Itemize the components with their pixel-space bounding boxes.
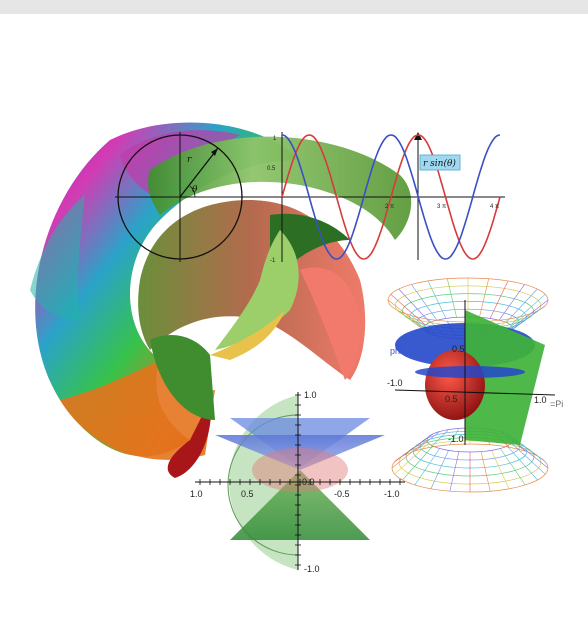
mesh-line — [430, 429, 449, 448]
top-bar — [0, 0, 588, 14]
mesh-line — [506, 445, 538, 481]
bottom-x-tick-4: -0.5 — [334, 489, 350, 499]
mesh-line — [414, 448, 440, 486]
mesh-line — [402, 433, 434, 457]
right-x-tick-left: -1.0 — [387, 378, 403, 388]
mesh-line — [402, 445, 434, 481]
mesh-line — [480, 451, 491, 492]
mesh-line — [398, 288, 431, 323]
cosine-curve — [281, 134, 501, 260]
mesh-line — [414, 431, 440, 452]
mesh-line — [510, 305, 546, 332]
theta-label: θ — [192, 185, 198, 195]
right-x-tick-right: 1.0 — [534, 395, 547, 405]
mesh-line — [479, 278, 489, 318]
mesh-line — [511, 299, 549, 329]
x-tick-2pi: 2 π — [385, 204, 394, 210]
mesh-line — [411, 284, 438, 321]
y-tick-neg1: -1 — [270, 258, 276, 264]
bottom-x-tick-1: 1.0 — [190, 489, 203, 499]
mesh-line — [427, 280, 447, 319]
spherical-mesh-plot: phi -1.0 1.0 =Pi -1.0 0.5 0.5 — [387, 277, 563, 493]
double-cone-plot: 1.0 -1.0 1.0 0.5 0.0 -0.5 -1.0 — [190, 390, 405, 574]
bottom-x-tick-2: 0.5 — [241, 489, 254, 499]
pi-label: =Pi — [550, 399, 563, 409]
phi-label: phi — [390, 346, 402, 356]
mesh-line — [394, 442, 429, 475]
y-tick-half: 0.5 — [267, 166, 276, 172]
mesh-line — [447, 278, 457, 318]
r-label: r — [187, 155, 192, 165]
mesh-line — [511, 442, 546, 475]
y-tick-1: 1 — [273, 136, 277, 142]
green-ribbons — [148, 136, 412, 360]
mesh-line — [390, 305, 426, 332]
right-lower-tick: -1.0 — [448, 434, 464, 444]
mesh-line — [387, 299, 425, 329]
bottom-axis-ticks — [199, 394, 401, 566]
mesh-line — [491, 450, 510, 489]
x-tick-3pi: 3 π — [437, 204, 446, 210]
mesh-line — [505, 288, 538, 323]
bottom-top-tick: 1.0 — [304, 390, 317, 400]
mesh-line — [430, 450, 449, 489]
bottom-bottom-tick: -1.0 — [304, 564, 320, 574]
mesh-line — [489, 280, 509, 319]
mesh-line — [391, 439, 428, 469]
mesh-line — [449, 451, 460, 492]
sine-cosine-plot: r sin(θ) 2 π 3 π 4 π 1 0.5 -1 — [267, 132, 501, 264]
x-tick-4pi: 4 π — [490, 204, 499, 210]
mesh-line — [390, 294, 426, 326]
annotation-box — [419, 154, 461, 171]
mesh-line — [510, 294, 546, 326]
right-tick-1: 0.5 — [445, 394, 458, 404]
sine-curve — [281, 134, 501, 260]
mesh-line — [449, 428, 460, 445]
bottom-x-tick-3: 0.0 — [302, 477, 315, 487]
mesh-line — [498, 284, 525, 321]
right-tick-2: 0.5 — [452, 344, 465, 354]
bottom-x-tick-5: -1.0 — [384, 489, 400, 499]
annotation-label: r sin(θ) — [423, 158, 456, 169]
mesh-line — [500, 448, 526, 486]
